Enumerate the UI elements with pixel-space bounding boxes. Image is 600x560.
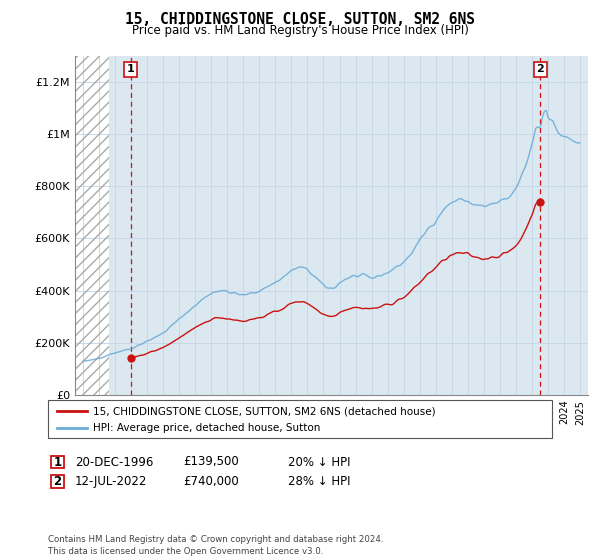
Text: 28% ↓ HPI: 28% ↓ HPI <box>288 475 350 488</box>
Text: £139,500: £139,500 <box>183 455 239 469</box>
Text: Contains HM Land Registry data © Crown copyright and database right 2024.
This d: Contains HM Land Registry data © Crown c… <box>48 535 383 556</box>
Text: 20-DEC-1996: 20-DEC-1996 <box>75 455 154 469</box>
Text: 1: 1 <box>53 455 62 469</box>
Text: 2: 2 <box>53 475 62 488</box>
Text: 15, CHIDDINGSTONE CLOSE, SUTTON, SM2 6NS: 15, CHIDDINGSTONE CLOSE, SUTTON, SM2 6NS <box>125 12 475 27</box>
Text: 15, CHIDDINGSTONE CLOSE, SUTTON, SM2 6NS (detached house): 15, CHIDDINGSTONE CLOSE, SUTTON, SM2 6NS… <box>93 406 436 416</box>
Text: £740,000: £740,000 <box>183 475 239 488</box>
Text: 12-JUL-2022: 12-JUL-2022 <box>75 475 148 488</box>
Bar <box>75 56 109 395</box>
Text: 20% ↓ HPI: 20% ↓ HPI <box>288 455 350 469</box>
Text: 2: 2 <box>536 64 544 74</box>
Bar <box>75 56 109 395</box>
Text: 1: 1 <box>127 64 134 74</box>
Text: Price paid vs. HM Land Registry's House Price Index (HPI): Price paid vs. HM Land Registry's House … <box>131 24 469 36</box>
Text: HPI: Average price, detached house, Sutton: HPI: Average price, detached house, Sutt… <box>93 423 320 433</box>
